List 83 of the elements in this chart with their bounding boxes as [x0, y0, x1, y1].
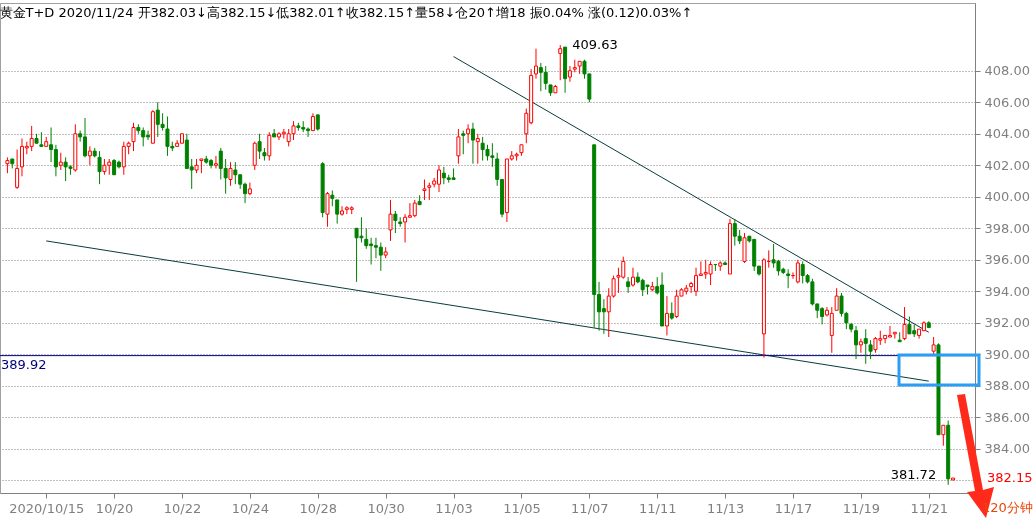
y-tick-label: 392.00	[984, 315, 1030, 331]
x-tick-label: 11/03	[435, 500, 473, 516]
candlestick	[558, 44, 563, 81]
y-tick-label: 394.00	[984, 283, 1030, 299]
x-tick-label: 10/22	[163, 500, 202, 516]
candlestick	[786, 268, 791, 289]
candlestick	[233, 161, 238, 185]
candlestick	[626, 276, 631, 294]
x-tick-label: 11/07	[571, 500, 609, 516]
candlestick	[228, 161, 233, 187]
y-tick-label: 384.00	[984, 441, 1030, 457]
candlestick	[868, 339, 873, 360]
candlestick	[456, 128, 461, 165]
candlestick	[742, 232, 747, 264]
candlestick	[630, 267, 635, 288]
candlestick	[378, 241, 383, 272]
y-tick-label: 396.00	[984, 252, 1030, 268]
annotation: 409.63	[572, 37, 618, 53]
x-tick-label: 11/05	[503, 500, 541, 516]
text: 382.15	[987, 470, 1033, 486]
candlestick	[267, 131, 272, 162]
candlestick	[403, 213, 408, 243]
candlestick	[165, 115, 170, 157]
x-tick-label: 11/19	[842, 500, 881, 516]
candlestick	[941, 424, 946, 447]
annotation: 381.72	[890, 466, 937, 482]
candlestick	[543, 65, 548, 91]
candlestick	[466, 123, 471, 144]
candlestick	[601, 298, 606, 335]
x-tick-label: 2020/10/15	[9, 500, 85, 516]
y-tick-label: 406.00	[984, 94, 1030, 110]
x-tick-label: 11/13	[706, 500, 745, 516]
y-tick-label: 386.00	[984, 409, 1030, 425]
candlestick	[364, 227, 369, 250]
y-tick-label: 400.00	[984, 189, 1030, 205]
candlestick	[97, 150, 102, 185]
candlestick	[29, 125, 34, 152]
x-tick-label: 10/24	[231, 500, 270, 516]
y-tick-label: 388.00	[984, 378, 1030, 394]
x-tick-label: 10/28	[299, 500, 338, 516]
candlestick	[393, 210, 398, 234]
candlestick	[931, 336, 936, 357]
candlestick	[335, 199, 340, 225]
x-tick-label: 11/17	[774, 500, 813, 516]
candlestick	[15, 149, 20, 190]
y-tick-label: 408.00	[984, 63, 1030, 79]
y-tick-label: 398.00	[984, 220, 1030, 236]
candlestick	[902, 306, 907, 341]
candlestick	[533, 48, 538, 80]
candlestick	[53, 144, 58, 177]
candlestick	[708, 260, 713, 286]
candlestick	[87, 145, 92, 166]
candlestick	[834, 287, 839, 311]
candlestick	[664, 295, 669, 336]
candlestick	[887, 325, 892, 338]
ref-line-label: 389.92	[1, 356, 47, 372]
candlestick	[272, 128, 277, 138]
chart-title: 黄金T+D 2020/11/24 开382.03↓高382.15↓低382.01↑收382.15↑量58↓仓20↑增18 振0.04% 涨(0.12)0.03%↑	[0, 5, 693, 20]
candlestick	[567, 65, 572, 83]
y-tick-label: 404.00	[984, 126, 1030, 142]
candlestick	[291, 120, 296, 141]
candlestick	[257, 133, 262, 160]
candlestick	[475, 133, 480, 165]
y-tick-label: 402.00	[984, 157, 1030, 173]
candlestick	[247, 182, 252, 196]
candlestick	[422, 178, 427, 201]
candlestick	[863, 328, 868, 365]
candlestick	[252, 141, 257, 171]
x-tick-label: 11/11	[638, 500, 677, 516]
candlestick	[131, 122, 136, 152]
candlestick	[388, 199, 393, 242]
candlestick	[340, 205, 345, 217]
candlestick	[854, 325, 859, 360]
candlestick	[461, 130, 466, 155]
candlestick	[325, 191, 330, 228]
candlestick	[470, 122, 475, 165]
x-tick-label: 10/30	[367, 500, 405, 516]
x-tick-label: 10/20	[95, 500, 134, 516]
candlestick	[829, 306, 834, 354]
candlestick	[213, 155, 218, 169]
y-tick-label: 390.00	[984, 346, 1030, 362]
x-tick-label: 11/21	[910, 500, 949, 516]
candlestick	[858, 338, 863, 354]
